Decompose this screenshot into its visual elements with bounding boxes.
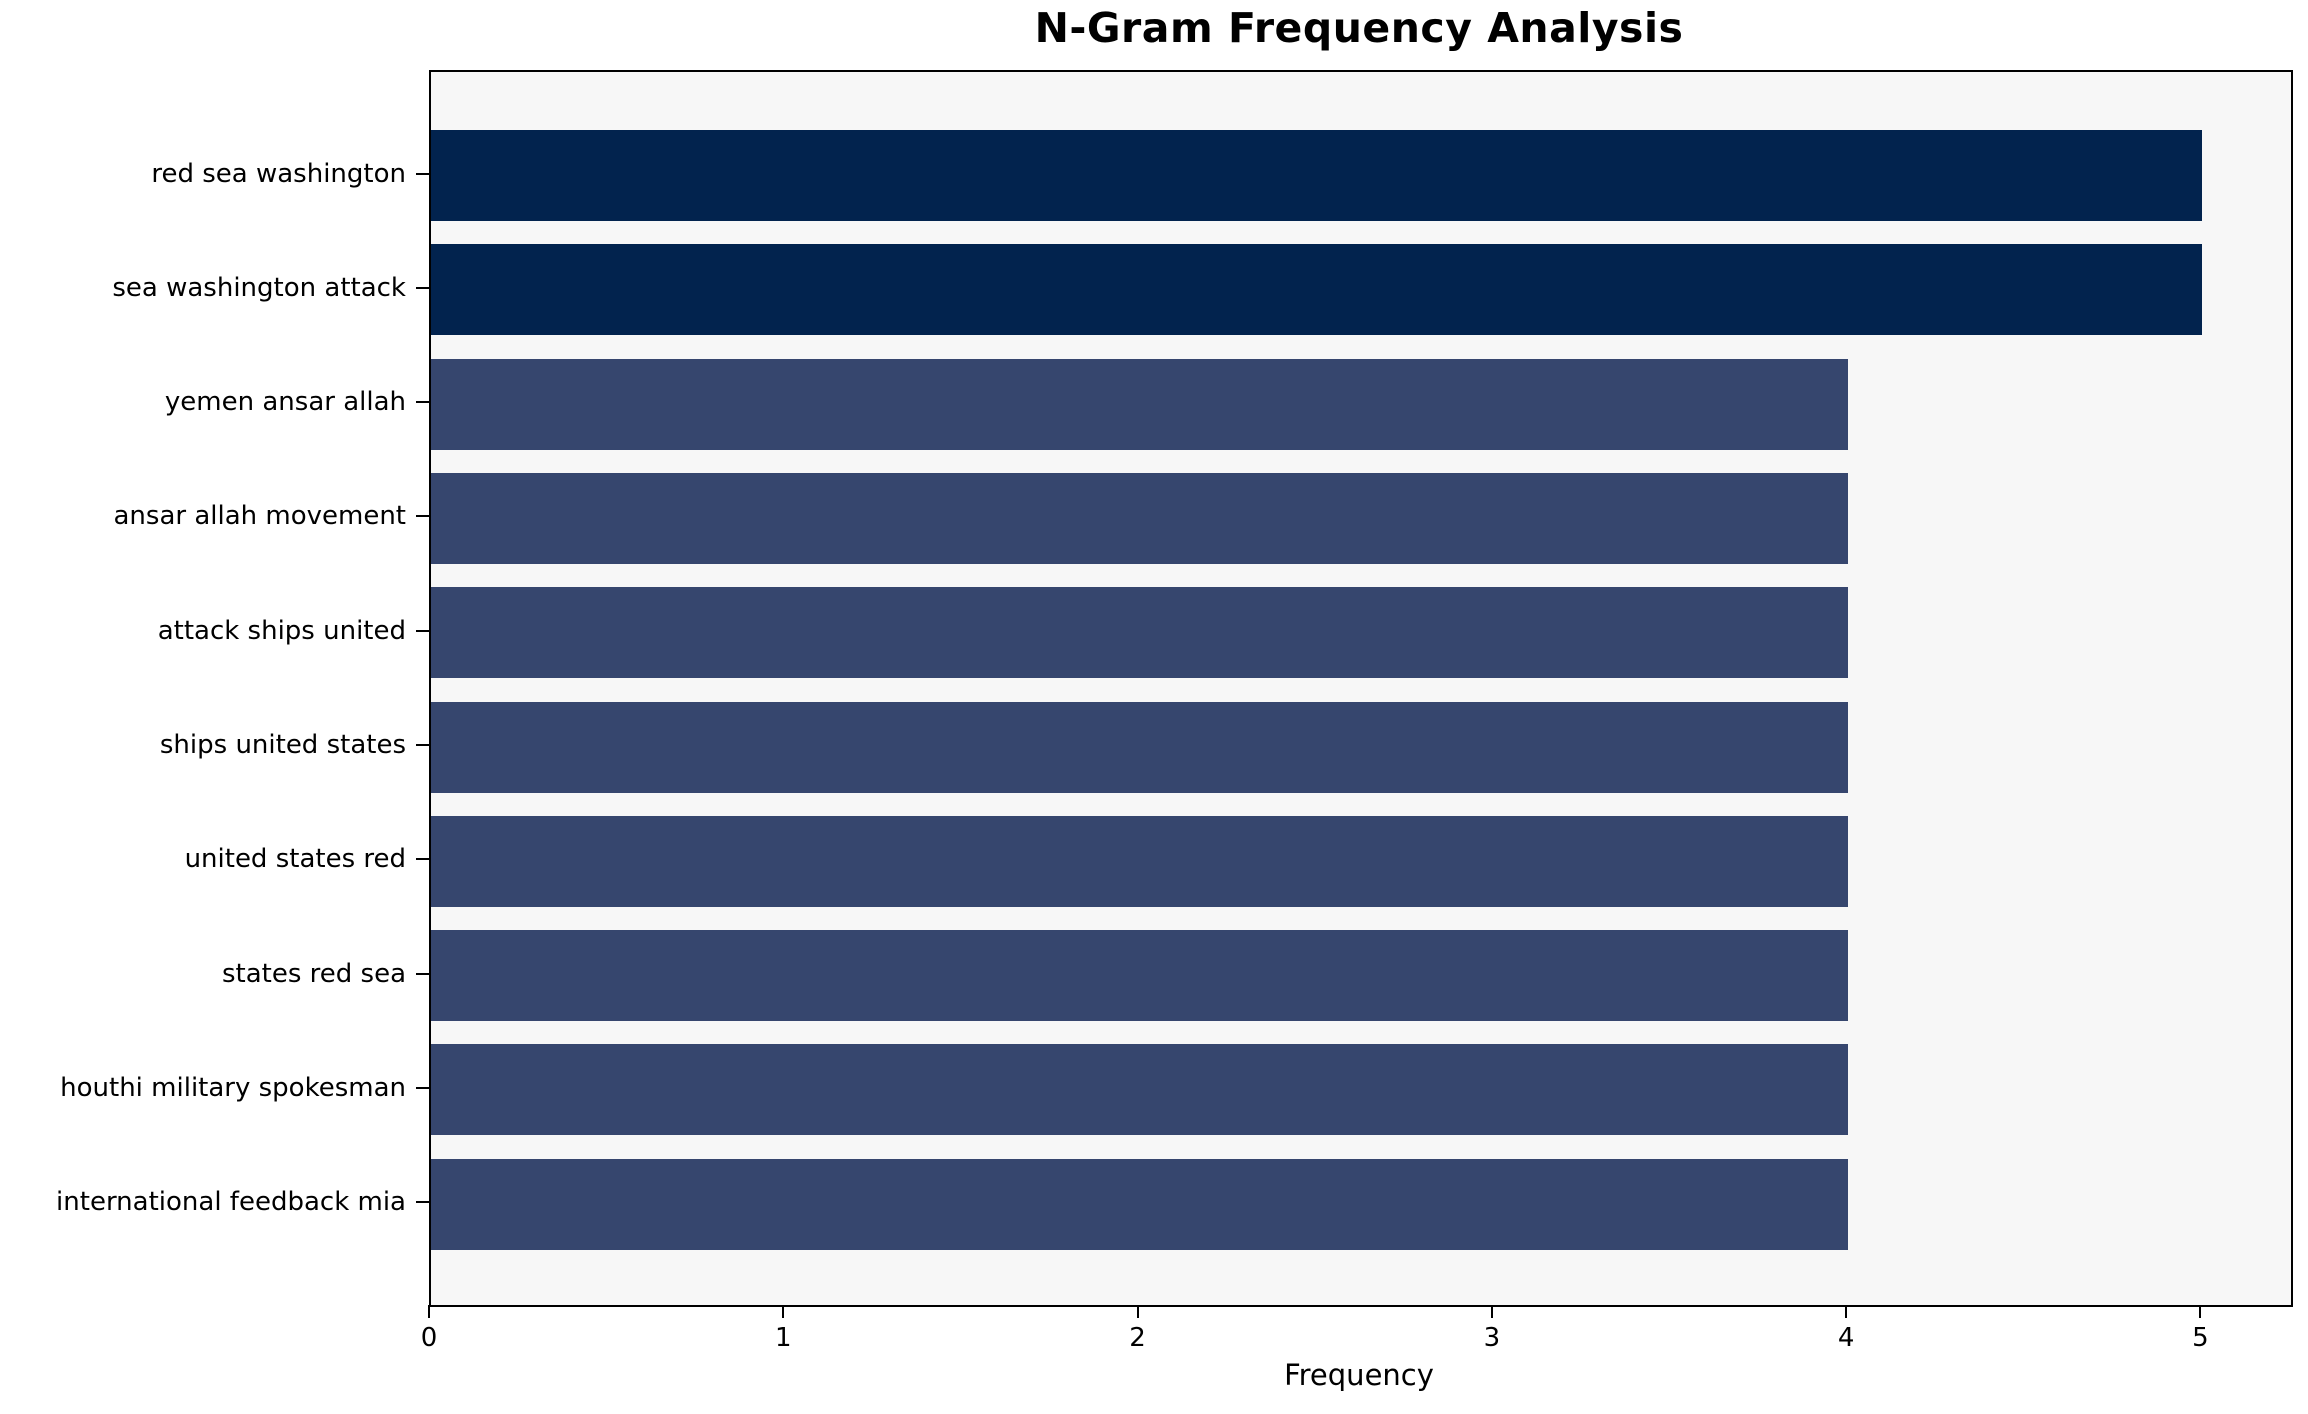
bar [431, 815, 1848, 907]
bar [431, 587, 1848, 679]
x-tick-label: 3 [1483, 1323, 1501, 1353]
y-tick [416, 172, 429, 175]
bar [431, 130, 2202, 221]
bar [431, 1158, 1848, 1250]
bar [431, 472, 1848, 564]
x-tick [428, 1305, 430, 1318]
bar [431, 701, 1848, 793]
y-tick [416, 1086, 429, 1089]
y-tick [416, 629, 429, 632]
y-axis-label: attack ships united [157, 615, 406, 646]
bar [431, 1044, 1848, 1136]
y-tick [416, 401, 429, 404]
y-axis-label: states red sea [221, 958, 406, 989]
y-tick [416, 1201, 429, 1204]
x-tick [782, 1305, 785, 1318]
chart-title: N-Gram Frequency Analysis [1034, 4, 1684, 52]
bar [431, 244, 2202, 336]
y-axis-label: yemen ansar allah [164, 387, 406, 418]
y-axis-label: ansar allah movement [113, 501, 406, 532]
y-axis-label: international feedback mia [56, 1187, 406, 1218]
y-axis-label: sea washington attack [112, 272, 406, 303]
bar [431, 358, 1848, 450]
x-tick [1490, 1305, 1493, 1318]
y-axis-label: houthi military spokesman [60, 1072, 406, 1103]
x-tick [2199, 1305, 2202, 1318]
y-tick [416, 515, 429, 518]
plot-area [429, 70, 2293, 1307]
y-tick [416, 858, 429, 861]
y-tick [416, 744, 429, 746]
x-tick-label: 4 [1837, 1323, 1855, 1353]
x-tick-label: 5 [2192, 1323, 2209, 1353]
x-tick [1136, 1305, 1139, 1318]
x-tick [1845, 1305, 1848, 1318]
bar [431, 930, 1848, 1022]
y-tick [416, 286, 429, 289]
x-tick-label: 0 [420, 1323, 438, 1353]
y-axis-label: red sea washington [151, 158, 406, 189]
y-axis-label: ships united states [159, 730, 406, 760]
x-axis-label: Frequency [1284, 1358, 1434, 1392]
y-axis-label: united states red [184, 844, 406, 875]
x-tick-label: 2 [1129, 1323, 1146, 1353]
y-tick [416, 972, 429, 975]
x-tick-label: 1 [775, 1323, 792, 1353]
